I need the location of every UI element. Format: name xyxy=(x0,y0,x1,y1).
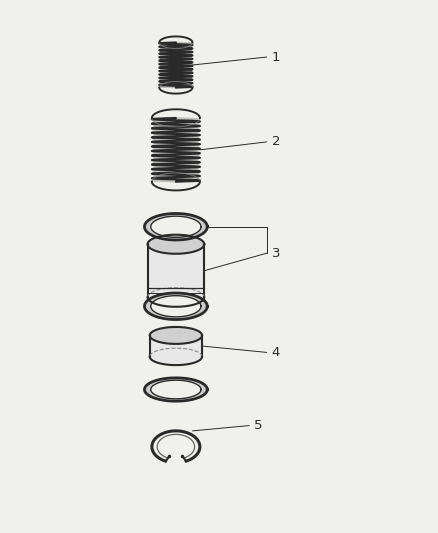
Text: 2: 2 xyxy=(271,135,280,148)
Polygon shape xyxy=(147,288,204,307)
Polygon shape xyxy=(150,296,201,317)
Text: 1: 1 xyxy=(271,51,280,63)
Polygon shape xyxy=(150,216,201,237)
Text: 3: 3 xyxy=(271,247,280,260)
Polygon shape xyxy=(149,327,201,344)
Polygon shape xyxy=(147,235,204,254)
Polygon shape xyxy=(144,214,207,240)
Text: 4: 4 xyxy=(271,346,279,359)
Polygon shape xyxy=(144,378,207,401)
Polygon shape xyxy=(149,335,201,357)
Polygon shape xyxy=(149,348,201,365)
Polygon shape xyxy=(144,293,207,319)
Polygon shape xyxy=(147,244,204,297)
Text: 5: 5 xyxy=(254,419,262,432)
Polygon shape xyxy=(150,380,201,399)
